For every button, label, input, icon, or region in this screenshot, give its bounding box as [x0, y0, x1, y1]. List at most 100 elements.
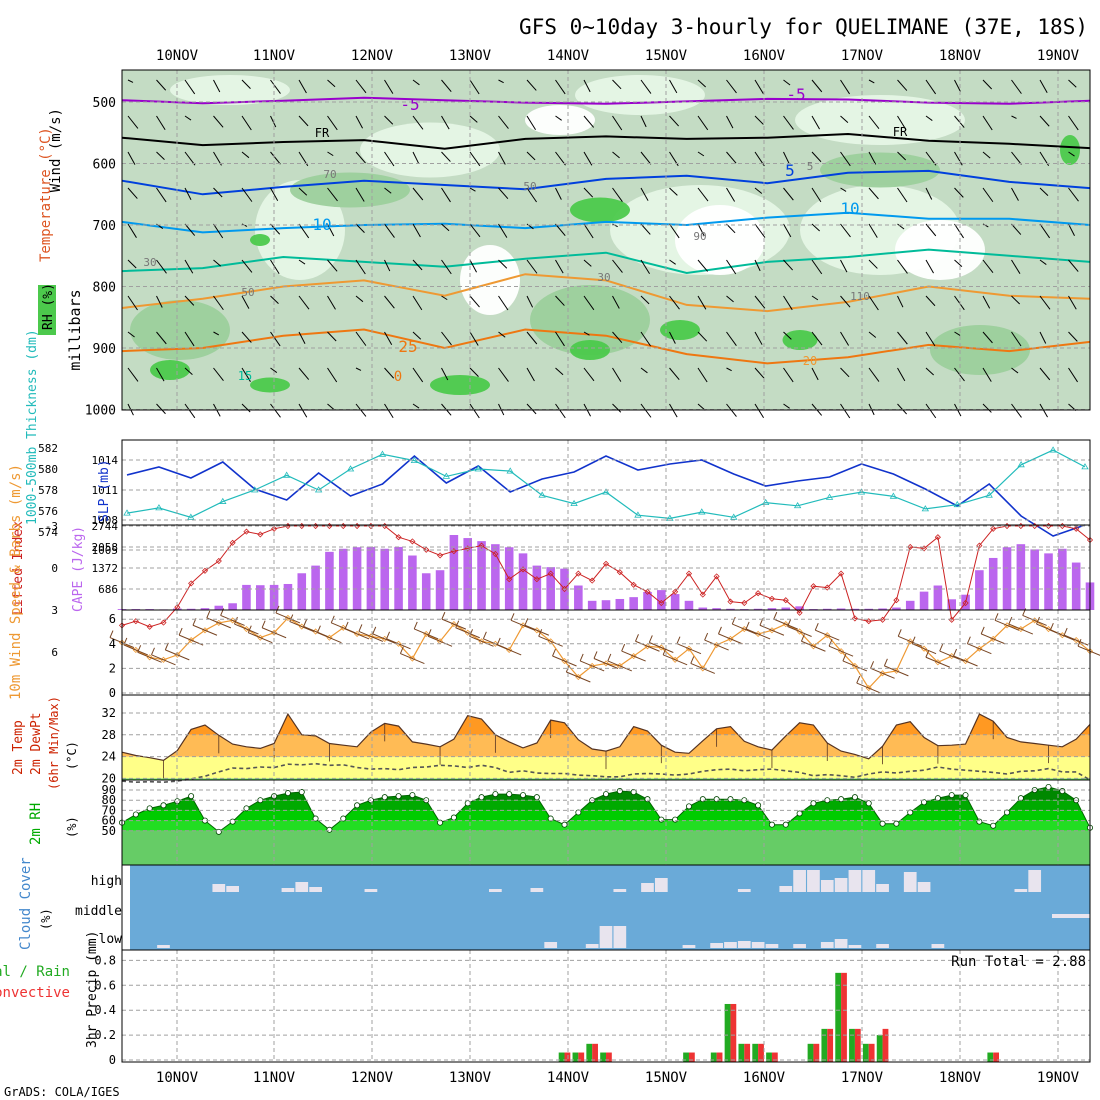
- wind-barb-flag: [980, 626, 985, 635]
- precip-total-bar: [987, 1052, 994, 1062]
- upper-wind-barb: [355, 151, 366, 164]
- rh-point: [298, 789, 305, 796]
- thickness-point: [953, 500, 961, 508]
- upper-wind-barb: [441, 295, 448, 301]
- rh-shade-blob: [1060, 135, 1080, 165]
- cloud-axis-units: (%): [39, 908, 53, 930]
- cloud-low-bar: [157, 945, 170, 948]
- rh-point: [547, 815, 554, 822]
- upper-wind-barb: [669, 79, 678, 94]
- upper-wind-barb: [697, 331, 708, 342]
- cloud-low-bar: [820, 942, 834, 948]
- upper-wind-barb: [213, 259, 222, 267]
- cloud-level-label: high: [91, 874, 122, 889]
- precip-legend-total: Total / Rain: [0, 964, 70, 980]
- upper-wind-barb: [241, 295, 250, 309]
- rh-shade-blob: [250, 234, 270, 246]
- y-tick-label: 500: [93, 96, 116, 111]
- cape-bar: [325, 551, 334, 610]
- rh-shade-blob: [360, 122, 500, 178]
- below-ground-area: [122, 410, 1090, 440]
- cape-bar: [670, 594, 680, 610]
- y-tick-label-cape: 686: [98, 583, 118, 596]
- cape-bar: [435, 570, 445, 610]
- upper-wind-barb: [384, 115, 394, 125]
- contour-label: 90: [693, 230, 706, 243]
- upper-wind-barb: [355, 79, 367, 94]
- y-tick-label-temp: 20: [102, 771, 116, 785]
- wind-barb-flag: [289, 614, 294, 622]
- precip-total-bar: [738, 1043, 745, 1062]
- cape-bar: [933, 585, 943, 610]
- x-tick-label-top: 16NOV: [743, 48, 786, 64]
- wind-barb-flag: [358, 624, 363, 632]
- upper-wind-barb: [127, 331, 135, 338]
- upper-wind-barb: [783, 331, 792, 340]
- wind-speed-point: [755, 630, 762, 638]
- cloud-low-bar: [724, 942, 737, 948]
- upper-wind-barb: [469, 295, 480, 308]
- wind-barb-flag: [372, 626, 377, 635]
- upper-wind-barb: [384, 79, 394, 94]
- cape-bar: [601, 600, 611, 610]
- li-point: [1045, 522, 1052, 530]
- rh-point: [437, 819, 444, 826]
- li-point: [1073, 525, 1080, 532]
- y-tick-label-wind: 4: [109, 637, 116, 651]
- y-tick-label-precip: 0.2: [94, 1028, 116, 1042]
- wind-barb: [344, 628, 370, 640]
- upper-wind-barb: [811, 331, 823, 346]
- wind-barb-flag: [441, 611, 446, 620]
- li-point: [160, 619, 167, 626]
- upper-wind-barb: [441, 259, 452, 275]
- li-point: [423, 546, 430, 553]
- wind-barb: [123, 644, 149, 656]
- li-point: [271, 525, 278, 532]
- y-axis-label: millibars: [66, 289, 84, 370]
- upper-wind-barb: [270, 259, 280, 275]
- cape-bar: [643, 591, 652, 610]
- cape-bar: [726, 608, 735, 610]
- li-point: [658, 599, 665, 607]
- thickness-point: [155, 504, 163, 511]
- cloud-high-bar: [1014, 889, 1028, 892]
- cloud-high-bar: [793, 870, 806, 892]
- contour-label: FR: [893, 125, 908, 139]
- cloud-high-bar: [281, 888, 295, 892]
- upper-wind-barb: [868, 223, 878, 238]
- upper-wind-barb: [640, 79, 652, 94]
- wind-barb-flag: [469, 629, 474, 637]
- rh-point: [506, 791, 513, 798]
- upper-wind-barb: [669, 295, 680, 310]
- upper-wind-barb: [127, 367, 139, 382]
- wind-speed-point: [533, 627, 540, 634]
- wind-barb-flag: [455, 620, 460, 628]
- wind-barb: [815, 629, 840, 641]
- upper-wind-barb: [640, 151, 652, 165]
- upper-wind-barb: [412, 223, 421, 238]
- wind-speed-point: [976, 645, 983, 652]
- upper-wind-barb: [811, 79, 823, 93]
- wind-speed-point: [865, 685, 872, 692]
- upper-wind-barb: [526, 151, 536, 161]
- upper-wind-barb: [982, 403, 992, 413]
- rh-point: [990, 822, 997, 829]
- upper-wind-barb: [441, 187, 451, 203]
- wind-barb-flag: [137, 645, 142, 653]
- cape-bar: [822, 608, 832, 610]
- precip-total-bar: [724, 1003, 731, 1062]
- y-tick-label-wind: 0: [109, 686, 116, 700]
- wind-speed-point: [589, 662, 596, 670]
- x-tick-label-top: 10NOV: [156, 48, 199, 64]
- upper-wind-barb: [555, 115, 562, 121]
- upper-wind-barb: [213, 223, 224, 239]
- upper-wind-barb: [1039, 331, 1047, 344]
- upper-wind-barb: [1068, 367, 1078, 383]
- dewpoint-line: [121, 762, 1091, 784]
- upper-wind-barb: [726, 367, 732, 372]
- rh-shade-blob: [525, 105, 595, 135]
- rh-point: [658, 816, 665, 823]
- wind-barb: [455, 627, 480, 639]
- wind-barb-flag: [870, 661, 875, 669]
- upper-wind-barb: [498, 223, 508, 238]
